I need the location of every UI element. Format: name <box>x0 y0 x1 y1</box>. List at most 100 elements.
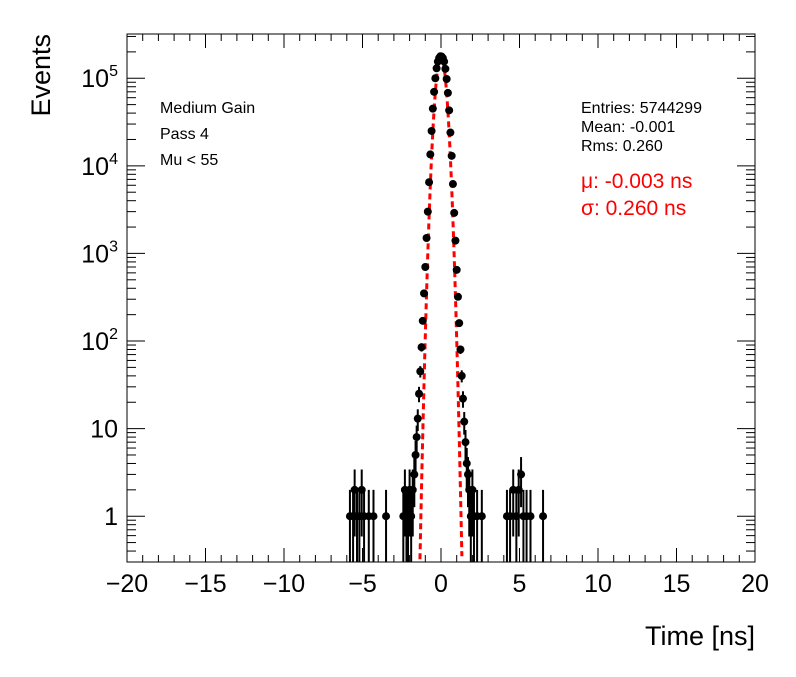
data-point-marker <box>415 389 424 398</box>
data-point-marker <box>421 262 430 271</box>
data-point-marker <box>450 208 459 217</box>
data-point-marker <box>477 512 486 521</box>
data-point <box>428 104 437 113</box>
fit-result-label: σ: 0.260 ns <box>581 197 686 220</box>
data-point <box>457 370 466 383</box>
data-points-layer <box>345 52 548 562</box>
x-tick-label: 0 <box>434 570 448 598</box>
y-tick-label: 103 <box>81 238 118 268</box>
data-point <box>448 180 457 189</box>
data-point <box>460 412 469 435</box>
data-point <box>455 319 464 328</box>
data-point-marker <box>526 512 535 521</box>
data-point-marker <box>410 470 419 479</box>
data-point-marker <box>451 236 460 245</box>
y-tick-label-exponent: 5 <box>109 63 118 80</box>
annotation-label: Medium Gain <box>160 100 255 117</box>
data-point-marker <box>447 151 456 160</box>
data-point-marker <box>453 292 462 301</box>
data-point <box>421 262 430 271</box>
data-point <box>412 425 421 454</box>
data-point <box>453 292 462 301</box>
x-tick-label: −20 <box>106 570 148 598</box>
data-point-marker <box>455 319 464 328</box>
y-tick-label: 105 <box>81 63 118 93</box>
data-point-marker <box>369 512 378 521</box>
data-point <box>539 489 548 562</box>
data-point-marker <box>506 512 515 521</box>
gaussian-fit-curve <box>418 54 464 560</box>
data-point <box>369 489 378 562</box>
y-tick-label: 102 <box>81 326 118 356</box>
data-point <box>452 265 461 274</box>
x-tick-label: −15 <box>184 570 226 598</box>
data-point-marker <box>458 394 467 403</box>
data-point-marker <box>413 414 422 423</box>
data-point-marker <box>432 64 441 73</box>
y-tick-label-base: 10 <box>90 416 118 444</box>
data-point <box>445 106 454 115</box>
data-point <box>423 207 432 216</box>
y-tick-label-base: 10 <box>81 240 109 268</box>
data-point-marker <box>407 512 416 521</box>
data-point <box>451 236 460 245</box>
annotation-label: Pass 4 <box>160 126 209 143</box>
data-point <box>364 489 373 562</box>
data-point <box>440 57 449 66</box>
y-tick-label-exponent: 2 <box>109 326 118 343</box>
data-point-marker <box>431 74 440 83</box>
x-axis-title: Time [ns] <box>645 621 755 651</box>
data-point-marker <box>443 88 452 97</box>
data-point-marker <box>440 57 449 66</box>
x-tick-label: −5 <box>348 570 377 598</box>
data-point-marker <box>464 470 473 479</box>
data-point <box>506 489 515 562</box>
data-point-marker <box>382 512 391 521</box>
x-tick-label: 20 <box>741 570 769 598</box>
x-tick-label: 15 <box>663 570 691 598</box>
data-point <box>447 151 456 160</box>
y-tick-label-base: 10 <box>81 153 109 181</box>
data-point-marker <box>462 459 471 468</box>
data-point <box>413 409 422 431</box>
y-axis-title: Events <box>26 34 56 117</box>
data-point <box>442 75 451 84</box>
data-point-marker <box>445 106 454 115</box>
data-point-marker <box>426 150 435 159</box>
data-point <box>417 343 426 352</box>
data-point <box>432 64 441 73</box>
data-point <box>450 208 459 217</box>
annotation-label: Mu < 55 <box>160 152 218 169</box>
data-point-marker <box>418 316 427 325</box>
y-tick-label: 104 <box>81 151 118 181</box>
data-point-marker <box>408 485 417 494</box>
axis-ticks-layer <box>126 34 756 563</box>
data-point <box>382 489 391 562</box>
data-point-marker <box>460 417 469 426</box>
y-tick-label-base: 1 <box>104 503 118 531</box>
data-point-marker <box>448 180 457 189</box>
data-point <box>443 88 452 97</box>
y-tick-label-base: 10 <box>81 65 109 93</box>
data-point <box>431 74 440 83</box>
data-point-marker <box>539 512 548 521</box>
data-point-marker <box>441 64 450 73</box>
data-point-marker <box>452 265 461 274</box>
data-point <box>427 126 436 135</box>
data-point <box>446 128 455 137</box>
fit-layer <box>418 54 464 560</box>
data-point <box>426 150 435 159</box>
data-point <box>430 87 439 96</box>
data-point-marker <box>420 289 429 298</box>
data-point <box>441 64 450 73</box>
data-point-marker <box>416 367 425 376</box>
data-point-marker <box>430 87 439 96</box>
data-point-marker <box>442 75 451 84</box>
data-point-marker <box>412 433 421 442</box>
data-point <box>415 386 424 403</box>
data-point-marker <box>417 343 426 352</box>
data-point <box>526 489 535 562</box>
data-point <box>458 391 467 408</box>
